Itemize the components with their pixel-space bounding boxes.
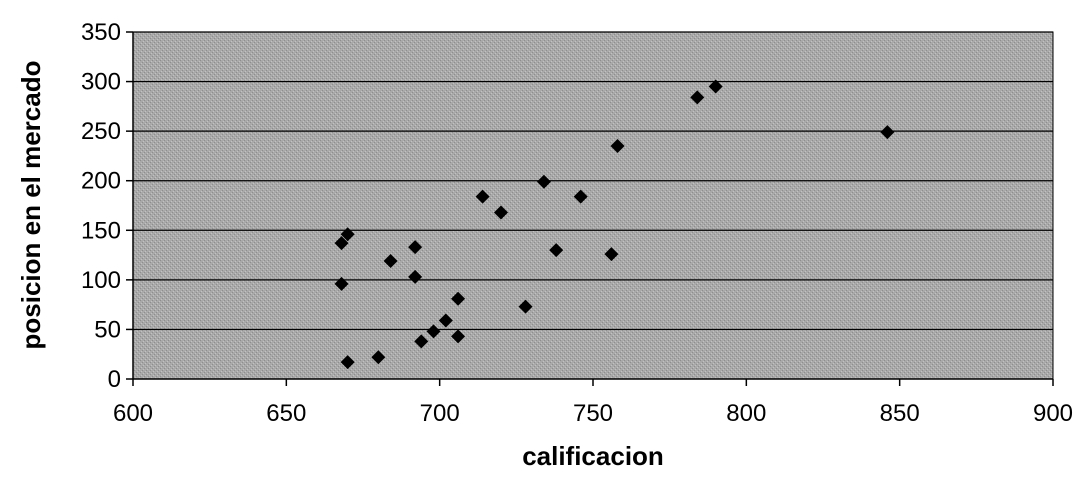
y-tick-label: 0 [108,366,121,393]
data-point [708,79,723,94]
data-point [408,240,423,255]
data-point [334,276,349,291]
data-point [438,313,453,328]
x-tick-label: 650 [266,400,306,427]
data-point [451,291,466,306]
data-point [475,189,490,204]
data-point [371,350,386,365]
y-tick-label: 200 [81,168,121,195]
data-point [334,236,349,251]
y-axis-title: posicion en el mercado [16,61,46,350]
data-point [426,324,441,339]
axis-ticks [126,31,1054,386]
gridlines [133,31,1053,331]
y-tick-label: 300 [81,69,121,96]
data-point [414,334,429,349]
x-axis-title: calificacion [522,441,664,471]
data-point [690,90,705,105]
data-points [334,79,895,370]
y-tick-label: 150 [81,217,121,244]
plot-area [132,31,1054,380]
data-point [549,243,564,258]
data-point [880,125,895,140]
data-point [573,189,588,204]
data-point [451,329,466,344]
y-tick-labels: 0 50 100 150 200 250 300 350 [81,19,121,393]
data-point [604,247,619,262]
data-point [383,254,398,269]
data-point [610,139,625,154]
x-tick-label: 700 [420,400,460,427]
y-tick-label: 250 [81,118,121,145]
x-tick-label: 850 [880,400,920,427]
y-tick-label: 350 [81,19,121,46]
x-tick-label: 600 [113,400,153,427]
data-point [340,355,355,370]
x-tick-label: 800 [726,400,766,427]
y-tick-label: 50 [94,316,121,343]
data-point [494,205,508,220]
data-point [536,174,551,189]
x-tick-labels: 600 650 700 750 800 850 900 [113,400,1073,427]
data-point [408,269,423,284]
x-tick-label: 750 [573,400,613,427]
data-point [340,227,355,242]
data-point [518,299,533,314]
y-tick-label: 100 [81,267,121,294]
x-tick-label: 900 [1033,400,1073,427]
